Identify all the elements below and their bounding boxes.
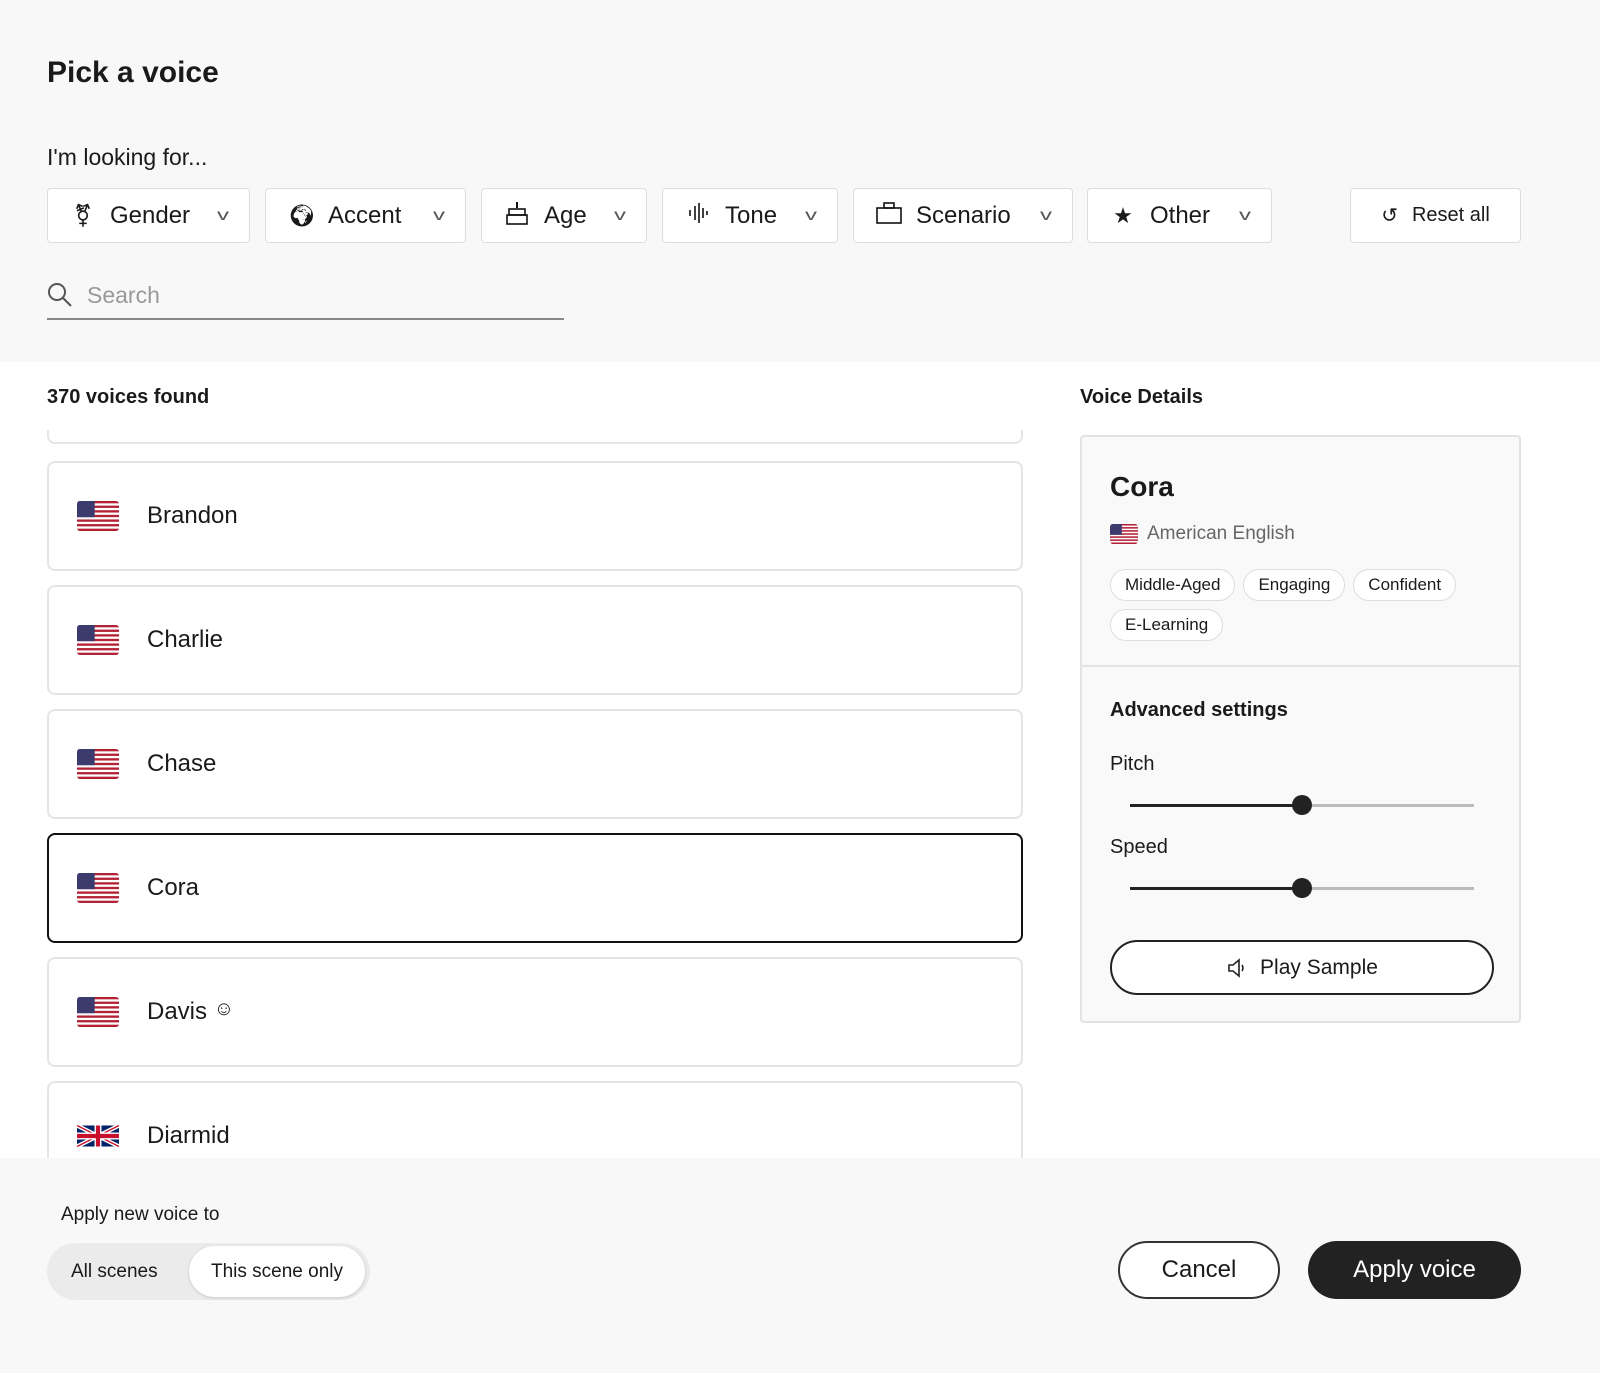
tag: Engaging bbox=[1243, 569, 1346, 601]
voice-name-wrap: Davis ☺︎ bbox=[147, 998, 234, 1026]
voice-item[interactable]: Davis ☺︎ bbox=[47, 957, 1023, 1067]
search-input[interactable]: Search bbox=[47, 272, 564, 320]
search-icon bbox=[48, 283, 72, 307]
voice-name: Diarmid bbox=[147, 1122, 230, 1149]
filter-label: Gender bbox=[110, 201, 191, 229]
apply-voice-button[interactable]: Apply voice bbox=[1308, 1241, 1521, 1299]
pitch-slider-thumb[interactable] bbox=[1292, 795, 1312, 815]
play-sample-button[interactable]: Play Sample bbox=[1110, 940, 1494, 995]
chevron-down-icon: v bbox=[1040, 206, 1052, 224]
us-flag-icon bbox=[77, 625, 119, 655]
filter-other[interactable]: ★ Other v bbox=[1087, 188, 1272, 243]
this-scene-only-option[interactable]: This scene only bbox=[189, 1246, 366, 1297]
play-sample-label: Play Sample bbox=[1260, 955, 1378, 979]
divider bbox=[1082, 665, 1519, 667]
voice-list[interactable]: Brandon Charlie Chase Cora Davis ☺︎ Diar… bbox=[47, 430, 1023, 1158]
voice-name: Chase bbox=[147, 750, 217, 777]
voice-name: Cora bbox=[147, 874, 200, 901]
filter-accent[interactable]: 🌍︎ Accent v bbox=[265, 188, 466, 243]
waveform-icon bbox=[685, 201, 711, 231]
speed-slider[interactable] bbox=[1130, 878, 1474, 898]
tag: Middle-Aged bbox=[1110, 569, 1236, 601]
chevron-down-icon: v bbox=[1239, 206, 1251, 224]
header: Pick a voice I'm looking for... ⚧ Gender… bbox=[0, 0, 1600, 362]
star-icon: ★ bbox=[1113, 202, 1133, 228]
all-scenes-option[interactable]: All scenes bbox=[71, 1260, 158, 1282]
filter-gender[interactable]: ⚧ Gender v bbox=[47, 188, 250, 243]
filters-label: I'm looking for... bbox=[47, 144, 208, 170]
footer: Apply new voice to All scenes This scene… bbox=[0, 1158, 1600, 1373]
uk-flag-icon bbox=[77, 1121, 119, 1151]
us-flag-icon bbox=[1110, 524, 1138, 544]
gender-icon: ⚧ bbox=[73, 202, 93, 228]
reset-all-button[interactable]: ↺ Reset all bbox=[1350, 188, 1521, 243]
pitch-slider[interactable] bbox=[1130, 795, 1474, 815]
voice-item[interactable]: Diarmid bbox=[47, 1081, 1023, 1158]
filter-label: Accent bbox=[328, 201, 402, 229]
voice-name: Brandon bbox=[147, 502, 238, 529]
advanced-settings-heading: Advanced settings bbox=[1110, 699, 1288, 721]
voice-item[interactable]: Brandon bbox=[47, 461, 1023, 571]
filter-age[interactable]: Age v bbox=[481, 188, 647, 243]
voice-details-card: Cora American English Middle-Aged Engagi… bbox=[1080, 435, 1521, 1023]
voice-detail-name: Cora bbox=[1110, 471, 1174, 502]
filter-label: Tone bbox=[725, 201, 778, 229]
apply-to-label: Apply new voice to bbox=[61, 1204, 220, 1225]
page-title: Pick a voice bbox=[47, 56, 219, 89]
tag: Confident bbox=[1353, 569, 1457, 601]
reset-icon: ↺ bbox=[1381, 205, 1398, 227]
chevron-down-icon: v bbox=[614, 206, 626, 224]
apply-scope-toggle[interactable]: All scenes This scene only bbox=[47, 1243, 370, 1300]
filter-label: Age bbox=[544, 201, 587, 229]
reset-label: Reset all bbox=[1411, 204, 1490, 226]
filter-tone[interactable]: Tone v bbox=[662, 188, 838, 243]
us-flag-icon bbox=[77, 873, 119, 903]
voice-item-selected[interactable]: Cora bbox=[47, 833, 1023, 943]
briefcase-icon bbox=[876, 201, 902, 230]
smiley-plus-icon: ☺︎ bbox=[213, 998, 235, 1020]
cake-icon bbox=[504, 200, 530, 232]
voice-item-partial[interactable] bbox=[47, 430, 1023, 444]
filter-label: Other bbox=[1150, 201, 1211, 229]
speed-label: Speed bbox=[1110, 836, 1168, 858]
speed-slider-thumb[interactable] bbox=[1292, 878, 1312, 898]
search-placeholder: Search bbox=[87, 281, 160, 308]
cancel-button[interactable]: Cancel bbox=[1118, 1241, 1280, 1299]
filter-scenario[interactable]: Scenario v bbox=[853, 188, 1073, 243]
chevron-down-icon: v bbox=[217, 206, 229, 224]
voice-item[interactable]: Chase bbox=[47, 709, 1023, 819]
voice-details-heading: Voice Details bbox=[1080, 386, 1204, 408]
globe-icon: 🌍︎ bbox=[288, 202, 316, 228]
us-flag-icon bbox=[77, 501, 119, 531]
speaker-icon bbox=[1228, 957, 1244, 978]
voice-name: Davis bbox=[147, 998, 208, 1025]
chevron-down-icon: v bbox=[805, 206, 817, 224]
language-label: American English bbox=[1147, 523, 1295, 544]
chevron-down-icon: v bbox=[433, 206, 445, 224]
tag: E-Learning bbox=[1110, 609, 1224, 641]
pitch-label: Pitch bbox=[1110, 753, 1155, 775]
results-count: 370 voices found bbox=[47, 386, 210, 408]
us-flag-icon bbox=[77, 749, 119, 779]
us-flag-icon bbox=[77, 997, 119, 1027]
filter-label: Scenario bbox=[916, 201, 1011, 229]
voice-name: Charlie bbox=[147, 626, 224, 653]
voice-item[interactable]: Charlie bbox=[47, 585, 1023, 695]
voice-tags: Middle-Aged Engaging Confident E-Learnin… bbox=[1110, 569, 1500, 641]
voice-language: American English bbox=[1110, 523, 1295, 545]
